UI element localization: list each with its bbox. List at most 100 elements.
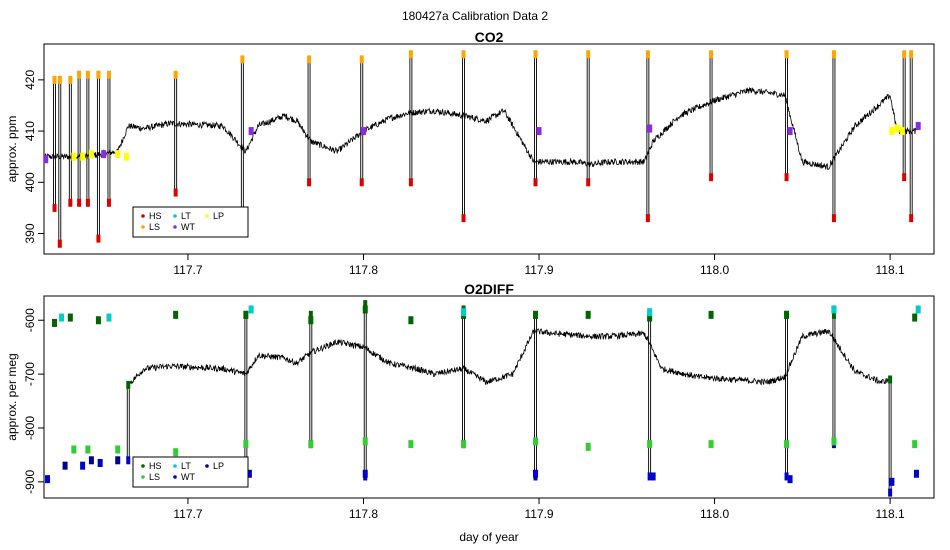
o2diff-calibration-spike bbox=[785, 314, 788, 477]
co2-legend-swatch-lt bbox=[173, 214, 177, 218]
co2-calibration-spike bbox=[909, 54, 913, 219]
o2diff-x-tick-label: 117.7 bbox=[173, 507, 202, 521]
co2-spike-low-marker bbox=[173, 188, 178, 197]
o2diff-marker-hs bbox=[408, 316, 414, 325]
o2diff-marker-wt bbox=[362, 469, 368, 478]
o2diff-marker-lp bbox=[62, 461, 68, 470]
o2diff-marker-hs bbox=[243, 310, 249, 319]
co2-plot-title: CO2 bbox=[475, 29, 504, 45]
co2-spike-high-marker bbox=[408, 50, 413, 59]
o2diff-marker-hs bbox=[912, 313, 918, 322]
co2-calibration-spike bbox=[68, 79, 72, 203]
co2-spike-low-marker bbox=[307, 178, 312, 187]
co2-marker-wt bbox=[248, 127, 254, 136]
co2-marker-lp bbox=[894, 124, 900, 133]
o2diff-marker-ls bbox=[461, 440, 467, 449]
co2-legend-label-hs: HS bbox=[149, 211, 162, 221]
co2-calibration-spike bbox=[832, 54, 836, 219]
co2-calibration-spike bbox=[86, 74, 90, 203]
co2-legend-swatch-ls bbox=[141, 225, 145, 229]
o2diff-plot-area bbox=[45, 300, 921, 497]
o2diff-trace-line bbox=[127, 327, 890, 388]
o2diff-marker-wt bbox=[97, 458, 103, 467]
co2-spike-high-marker bbox=[52, 75, 57, 84]
co2-spike-high-marker bbox=[831, 50, 836, 59]
co2-spike-high-marker bbox=[902, 50, 907, 59]
co2-spike-low-marker bbox=[902, 173, 907, 182]
o2diff-marker-ls bbox=[243, 440, 249, 449]
co2-marker-wt bbox=[360, 127, 366, 136]
co2-plot-frame bbox=[43, 43, 935, 255]
o2diff-marker-ls bbox=[362, 437, 368, 446]
o2diff-calibration-spike bbox=[888, 379, 892, 493]
o2diff-calibration-spike bbox=[462, 309, 465, 445]
co2-marker-lp bbox=[115, 150, 121, 159]
co2-spike-high-marker bbox=[533, 50, 538, 59]
co2-spike-low-marker bbox=[96, 234, 101, 243]
co2-marker-wt bbox=[787, 127, 793, 136]
co2-spike-high-marker bbox=[359, 55, 364, 64]
o2diff-marker-ls bbox=[831, 437, 837, 446]
o2diff-marker-ls bbox=[71, 445, 77, 454]
co2-calibration-spike bbox=[785, 54, 788, 178]
o2diff-marker-lt bbox=[461, 308, 467, 317]
co2-y-tick-label: 390 bbox=[23, 223, 37, 243]
o2diff-marker-lt bbox=[248, 305, 254, 314]
co2-spike-low-marker bbox=[408, 178, 413, 187]
o2diff-marker-hs bbox=[173, 310, 179, 319]
co2-calibration-spike bbox=[107, 74, 111, 203]
o2diff-x-tick-label: 118.1 bbox=[876, 507, 905, 521]
co2-marker-wt bbox=[647, 124, 653, 133]
co2-calibration-spike bbox=[360, 59, 364, 183]
co2-spike-high-marker bbox=[586, 50, 591, 59]
o2diff-marker-hs bbox=[95, 316, 101, 325]
o2diff-x-tick-label: 118.0 bbox=[700, 507, 729, 521]
o2diff-legend-swatch-hs bbox=[141, 464, 145, 468]
co2-spike-low-marker bbox=[68, 198, 73, 207]
o2diff-marker-lt bbox=[831, 305, 837, 314]
co2-marker-lp bbox=[80, 152, 86, 161]
o2diff-marker-hs bbox=[708, 310, 714, 319]
o2diff-legend-label-hs: HS bbox=[149, 461, 162, 471]
o2diff-spike-high-marker bbox=[831, 310, 836, 319]
co2-spike-low-marker bbox=[106, 198, 111, 207]
co2-spike-low-marker bbox=[85, 198, 90, 207]
co2-trace-line bbox=[43, 86, 917, 171]
o2diff-marker-wt bbox=[533, 469, 539, 478]
o2diff-calibration-spike bbox=[534, 314, 537, 477]
o2diff-calibration-spike bbox=[126, 384, 130, 461]
co2-spike-high-marker bbox=[240, 55, 245, 64]
o2diff-spike-high-marker bbox=[363, 300, 368, 309]
co2-marker-wt bbox=[101, 150, 107, 159]
o2diff-marker-wt bbox=[889, 477, 895, 486]
o2diff-calibration-spike bbox=[309, 314, 313, 445]
co2-spike-low-marker bbox=[52, 203, 57, 212]
o2diff-spike-low-marker bbox=[647, 472, 652, 481]
co2-y-tick-label: 410 bbox=[23, 121, 37, 141]
co2-marker-lp bbox=[71, 152, 77, 161]
o2diff-spike-low-marker bbox=[888, 488, 893, 497]
figure-title: 180427a Calibration Data 2 bbox=[402, 9, 548, 23]
co2-spike-high-marker bbox=[784, 50, 789, 59]
o2diff-legend-swatch-wt bbox=[173, 475, 177, 479]
co2-legend-label-lp: LP bbox=[213, 211, 224, 221]
o2diff-marker-ls bbox=[585, 442, 591, 451]
co2-calibration-spike bbox=[902, 54, 906, 178]
o2diff-marker-ls bbox=[408, 440, 414, 449]
co2-calibration-spike bbox=[307, 59, 311, 183]
co2-legend-box bbox=[132, 206, 249, 238]
co2-spike-high-marker bbox=[68, 75, 73, 84]
co2-spike-high-marker bbox=[85, 70, 90, 79]
co2-spike-high-marker bbox=[709, 50, 714, 59]
o2diff-marker-hs bbox=[52, 318, 58, 327]
co2-x-tick-label: 117.8 bbox=[349, 263, 378, 277]
co2-spike-low-marker bbox=[909, 214, 914, 223]
o2diff-y-tick-label: -900 bbox=[23, 470, 37, 494]
o2diff-marker-lp bbox=[115, 456, 121, 465]
o2diff-marker-ls bbox=[708, 440, 714, 449]
co2-y-tick-label: 420 bbox=[23, 70, 37, 90]
o2diff-marker-wt bbox=[246, 469, 252, 478]
